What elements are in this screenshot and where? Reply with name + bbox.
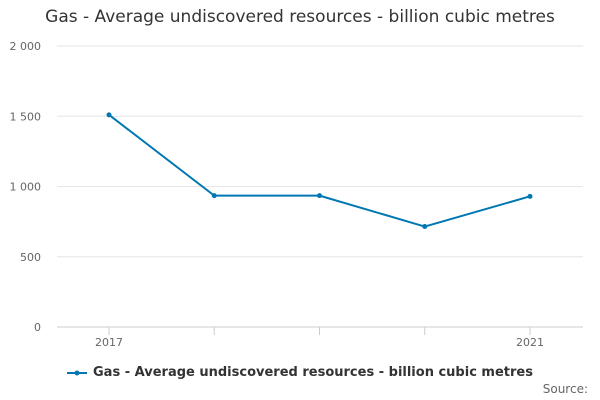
y-tick-label: 0 xyxy=(34,321,41,334)
data-point xyxy=(422,224,428,230)
series-line xyxy=(108,114,531,228)
data-point xyxy=(527,193,533,199)
y-tick-label: 1 500 xyxy=(10,110,42,123)
x-tick-label: 2021 xyxy=(516,336,544,349)
legend-line-marker-icon xyxy=(67,370,88,375)
data-point xyxy=(317,193,322,199)
legend[interactable]: Gas - Average undiscovered resources - b… xyxy=(0,365,600,380)
y-tick-label: 1 000 xyxy=(10,181,42,194)
legend-label: Gas - Average undiscovered resources - b… xyxy=(93,365,533,380)
data-point xyxy=(211,193,217,199)
data-point xyxy=(106,112,112,118)
y-tick-label: 500 xyxy=(20,251,41,264)
y-tick-label: 2 000 xyxy=(10,40,42,53)
x-tick-label: 2017 xyxy=(95,336,123,349)
chart-title: Gas - Average undiscovered resources - b… xyxy=(45,7,555,27)
source-label: Source: xyxy=(542,382,588,396)
